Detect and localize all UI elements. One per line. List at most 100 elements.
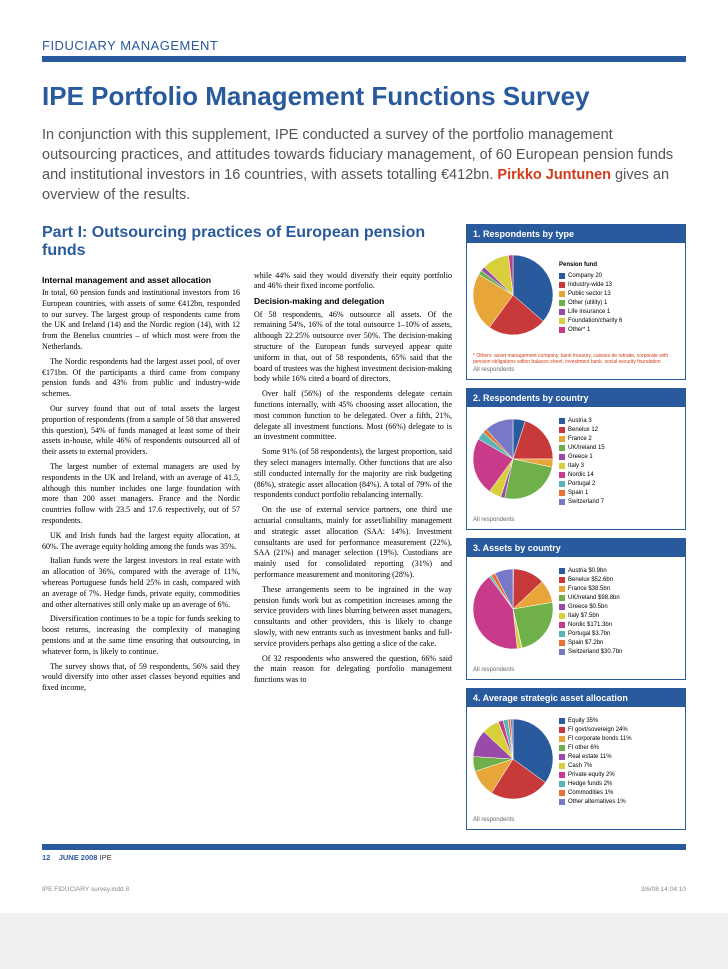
- chart-legend: Austria $0.9bnBenelux $52.6bnFrance $38.…: [559, 567, 679, 657]
- legend-item: Greece 1: [559, 453, 679, 462]
- legend-swatch: [559, 763, 565, 769]
- legend-item: Other alternatives 1%: [559, 798, 679, 807]
- legend-label: Cash 7%: [568, 762, 592, 771]
- chart-title: 4. Average strategic asset allocation: [467, 689, 685, 707]
- legend-item: Public sector 13: [559, 290, 679, 299]
- legend-label: Other alternatives 1%: [568, 798, 626, 807]
- legend-label: Portugal 2: [568, 480, 595, 489]
- legend-label: France 2: [568, 435, 592, 444]
- legend-label: FI other 6%: [568, 744, 599, 753]
- meta-file: IPE FIDUCIARY survey.indd 8: [42, 886, 129, 893]
- legend-swatch: [559, 454, 565, 460]
- legend-swatch: [559, 481, 565, 487]
- chart-box-1: 1. Respondents by type Pension fund Compa…: [466, 224, 686, 380]
- page: FIDUCIARY MANAGEMENT IPE Portfolio Manag…: [0, 0, 728, 913]
- chart-title: 3. Assets by country: [467, 539, 685, 557]
- legend-label: Greece $0.5bn: [568, 603, 608, 612]
- legend-swatch: [559, 490, 565, 496]
- legend-item: Austria 3: [559, 417, 679, 426]
- legend-item: Italy $7.5bn: [559, 612, 679, 621]
- chart-box-3: 3. Assets by country Austria $0.9bnBenel…: [466, 538, 686, 680]
- legend-item: Nordic 14: [559, 471, 679, 480]
- legend-swatch: [559, 472, 565, 478]
- legend-swatch: [559, 586, 565, 592]
- legend-item: FI corporate bonds 11%: [559, 735, 679, 744]
- chart-legend: Pension fund Company 20Industry-wide 13Pu…: [559, 261, 679, 335]
- legend-swatch: [559, 727, 565, 733]
- legend-item: Greece $0.5bn: [559, 603, 679, 612]
- legend-title: Pension fund: [559, 261, 679, 270]
- legend-label: FI govt/sovereign 24%: [568, 726, 628, 735]
- legend-label: Austria 3: [568, 417, 592, 426]
- legend-label: Portugal $3.7bn: [568, 630, 610, 639]
- legend-item: Benelux $52.6bn: [559, 576, 679, 585]
- legend-label: UK/Ireland $98.8bn: [568, 594, 620, 603]
- page-number: 12: [42, 853, 50, 862]
- legend-label: France $38.5bn: [568, 585, 610, 594]
- legend-label: Commodities 1%: [568, 789, 613, 798]
- legend-label: Switzerland $30.7bn: [568, 648, 622, 657]
- legend-item: Benelux 12: [559, 426, 679, 435]
- legend-label: Foundation/charity 6: [568, 317, 622, 326]
- legend-item: Company 20: [559, 272, 679, 281]
- legend-label: Hedge funds 2%: [568, 780, 612, 789]
- legend-label: Switzerland 7: [568, 498, 604, 507]
- legend-label: Spain $7.2bn: [568, 639, 603, 648]
- meta-footer: IPE FIDUCIARY survey.indd 8 3/6/08 14:04…: [42, 886, 686, 893]
- body-heading-1: Internal management and asset allocation: [42, 275, 240, 286]
- legend-label: Industry-wide 13: [568, 281, 612, 290]
- legend-swatch: [559, 291, 565, 297]
- chart-title: 1. Respondents by type: [467, 225, 685, 243]
- legend-swatch: [559, 604, 565, 610]
- legend-swatch: [559, 772, 565, 778]
- chart-footer: All respondents: [467, 817, 685, 829]
- legend-swatch: [559, 463, 565, 469]
- legend-label: Life insurance 1: [568, 308, 610, 317]
- legend-swatch: [559, 445, 565, 451]
- main-title: IPE Portfolio Management Functions Surve…: [42, 82, 686, 111]
- section-header: FIDUCIARY MANAGEMENT: [42, 38, 686, 62]
- legend-swatch: [559, 736, 565, 742]
- legend-item: Hedge funds 2%: [559, 780, 679, 789]
- legend-swatch: [559, 781, 565, 787]
- charts-column: 1. Respondents by type Pension fund Compa…: [466, 224, 686, 830]
- legend-item: Commodities 1%: [559, 789, 679, 798]
- legend-swatch: [559, 427, 565, 433]
- legend-label: Italy 3: [568, 462, 584, 471]
- body-p: Some 91% (of 58 respondents), the larges…: [254, 447, 452, 501]
- intro-paragraph: In conjunction with this supplement, IPE…: [42, 125, 686, 206]
- chart-legend: Austria 3Benelux 12France 2UK/Ireland 15…: [559, 417, 679, 507]
- legend-swatch: [559, 718, 565, 724]
- legend-label: Italy $7.5bn: [568, 612, 599, 621]
- legend-label: Real estate 11%: [568, 753, 612, 762]
- body-p: These arrangements seem to be ingrained …: [254, 585, 452, 650]
- body-p: The Nordic respondents had the largest a…: [42, 357, 240, 400]
- legend-swatch: [559, 577, 565, 583]
- chart-footnote: * Others: asset management company, bank…: [467, 353, 685, 367]
- body-p: The survey shows that, of 59 respondents…: [42, 662, 240, 694]
- legend-swatch: [559, 327, 565, 333]
- legend-label: Nordic $171.3bn: [568, 621, 612, 630]
- legend-item: Spain $7.2bn: [559, 639, 679, 648]
- body-p: Italian funds were the largest investors…: [42, 556, 240, 610]
- legend-swatch: [559, 318, 565, 324]
- page-footer: 12 JUNE 2008 IPE: [42, 844, 686, 862]
- legend-item: FI govt/sovereign 24%: [559, 726, 679, 735]
- chart-box-2: 2. Respondents by country Austria 3Benel…: [466, 388, 686, 530]
- legend-label: Nordic 14: [568, 471, 594, 480]
- legend-swatch: [559, 568, 565, 574]
- legend-swatch: [559, 745, 565, 751]
- legend-label: Spain 1: [568, 489, 588, 498]
- legend-item: Life insurance 1: [559, 308, 679, 317]
- legend-swatch: [559, 799, 565, 805]
- legend-item: Switzerland $30.7bn: [559, 648, 679, 657]
- legend-item: Portugal $3.7bn: [559, 630, 679, 639]
- legend-label: Greece 1: [568, 453, 593, 462]
- body-p: Of 32 respondents who answered the quest…: [254, 654, 452, 686]
- legend-item: UK/Ireland $98.8bn: [559, 594, 679, 603]
- subtitle: Part I: Outsourcing practices of Europea…: [42, 224, 452, 261]
- legend-swatch: [559, 418, 565, 424]
- body-p: UK and Irish funds had the largest equit…: [42, 531, 240, 553]
- pie-chart: [473, 719, 553, 804]
- author-name: Pirkko Juntunen: [497, 167, 611, 183]
